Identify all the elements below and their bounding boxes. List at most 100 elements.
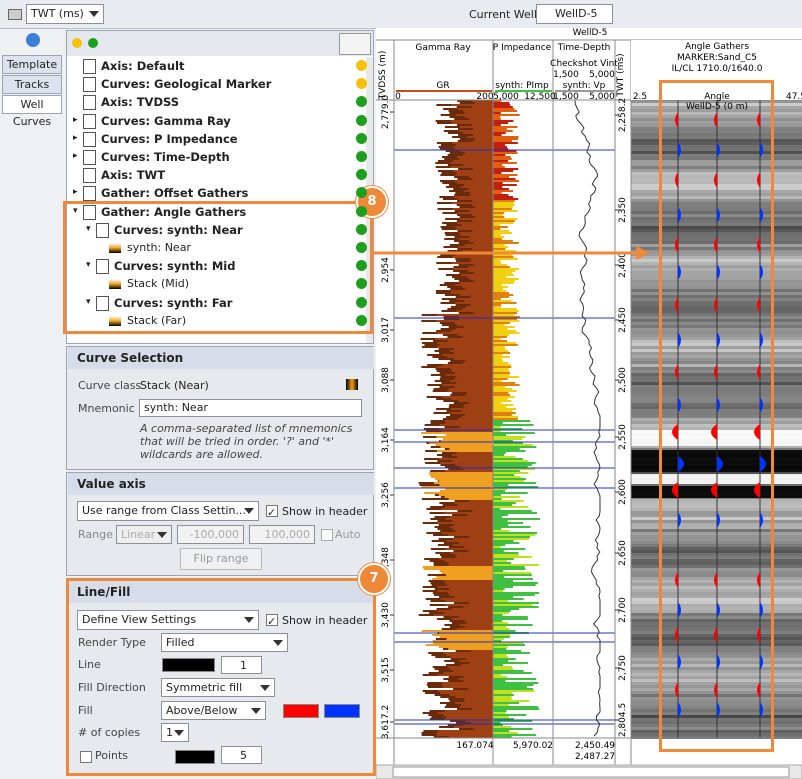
- color-swatch[interactable]: [324, 704, 360, 718]
- select[interactable]: Define View Settings: [77, 610, 259, 630]
- select[interactable]: Above/Below: [161, 701, 266, 720]
- header-text: 5,000: [493, 92, 519, 102]
- expander[interactable]: ▸: [73, 187, 78, 198]
- trace-lobe: [754, 482, 760, 498]
- pimp-fill: [493, 680, 506, 682]
- pimp-fill: [493, 352, 511, 354]
- checkbox-label: Show in header: [282, 614, 368, 627]
- color-swatch[interactable]: [283, 704, 319, 718]
- gr-fill: [464, 404, 493, 406]
- gr-fill: [472, 200, 493, 202]
- gr-fill: [439, 490, 493, 492]
- pimp-fill: [493, 210, 518, 212]
- gr-fill: [443, 580, 493, 582]
- select[interactable]: Filled: [161, 633, 288, 652]
- gr-fill: [441, 532, 493, 534]
- pimp-fill: [493, 608, 520, 610]
- pimp-fill: [493, 404, 514, 406]
- tree-item[interactable]: Axis: TWT: [101, 168, 166, 183]
- gr-fill: [464, 244, 493, 246]
- axis-label: 2,450: [618, 307, 628, 333]
- text-input[interactable]: synth: Near: [139, 399, 362, 417]
- tree-item[interactable]: Curves: Geological Marker: [101, 77, 272, 92]
- gr-fill: [454, 352, 493, 354]
- class-icon[interactable]: [346, 379, 358, 390]
- color-swatch[interactable]: [175, 750, 215, 764]
- gr-fill: [457, 324, 493, 326]
- spinner[interactable]: 1: [221, 656, 262, 674]
- expander[interactable]: ▸: [73, 114, 78, 125]
- select[interactable]: Use range from Class Settin...: [77, 501, 259, 521]
- tree-item[interactable]: Curves: synth: Near: [114, 222, 243, 237]
- header-text: 5,000: [589, 70, 615, 80]
- gr-fill: [445, 582, 493, 584]
- gr-fill: [445, 374, 493, 376]
- domain-select[interactable]: TWT (ms): [26, 4, 104, 24]
- tree-item[interactable]: Gather: Angle Gathers: [101, 204, 247, 219]
- status-dot: [356, 151, 367, 162]
- gr-fill: [458, 678, 493, 680]
- checkbox[interactable]: ✓: [266, 614, 278, 628]
- gr-fill: [446, 540, 493, 542]
- back-button[interactable]: [26, 33, 40, 47]
- gr-fill: [443, 438, 493, 440]
- tree-item[interactable]: Curves: P Impedance: [101, 131, 238, 146]
- pimp-fill: [493, 152, 518, 154]
- gr-fill: [454, 596, 493, 598]
- pimp-fill: [493, 256, 514, 258]
- tab[interactable]: Well Curves: [2, 95, 62, 128]
- expander[interactable]: ▾: [73, 205, 78, 216]
- pimp-fill: [493, 522, 524, 524]
- pimp-fill: [493, 246, 509, 248]
- gr-fill: [438, 480, 493, 482]
- gr-fill: [473, 242, 493, 244]
- gr-fill: [449, 668, 493, 670]
- checkbox[interactable]: ✓: [266, 505, 278, 519]
- gr-fill: [455, 328, 493, 330]
- expander[interactable]: ▾: [86, 223, 91, 234]
- tree-item[interactable]: Curves: synth: Mid: [114, 259, 236, 274]
- tree-item[interactable]: Gather: Offset Gathers: [101, 186, 249, 201]
- expander[interactable]: ▸: [73, 132, 78, 143]
- expander[interactable]: ▾: [86, 260, 91, 271]
- select[interactable]: 1: [161, 723, 189, 742]
- spinner[interactable]: 5: [221, 746, 262, 764]
- tree-item[interactable]: Stack (Far): [127, 313, 187, 327]
- pimp-fill: [493, 242, 519, 244]
- select[interactable]: Symmetric fill: [161, 678, 275, 697]
- icon[interactable]: [8, 9, 22, 20]
- color-swatch[interactable]: [162, 658, 215, 672]
- tree-item[interactable]: Curves: Gamma Ray: [101, 113, 231, 128]
- gr-fill: [437, 610, 493, 612]
- pimp-fill: [493, 368, 509, 370]
- gr-fill: [452, 460, 493, 462]
- axis-label: 3,617.2: [381, 705, 391, 739]
- gr-fill: [447, 356, 493, 358]
- tree-item[interactable]: Curves: Time-Depth: [101, 150, 230, 164]
- tab[interactable]: Tracks: [2, 75, 62, 94]
- pimp-fill: [493, 664, 504, 666]
- tree-item[interactable]: Stack (Mid): [127, 277, 190, 291]
- tree-item[interactable]: synth: Near: [127, 241, 191, 254]
- pimp-fill: [493, 220, 515, 222]
- gr-fill: [443, 652, 493, 654]
- expander[interactable]: ▾: [86, 296, 91, 307]
- trace-lobe: [760, 332, 763, 348]
- trace-lobe: [717, 332, 720, 348]
- expander[interactable]: ▸: [73, 151, 78, 161]
- gr-fill: [444, 604, 493, 606]
- pimp-fill: [493, 162, 517, 164]
- pimp-fill: [493, 136, 519, 138]
- tree-item[interactable]: Curves: synth: Far: [114, 295, 233, 310]
- current-well[interactable]: WellD-5: [536, 4, 613, 24]
- tab[interactable]: Template: [2, 55, 62, 74]
- header-text: IL/CL 1710.0/1640.0: [672, 64, 763, 74]
- tree-item[interactable]: Axis: Default: [101, 59, 185, 73]
- pimp-fill: [493, 438, 523, 440]
- tree-item[interactable]: Axis: TVDSS: [101, 95, 180, 110]
- checkbox[interactable]: [80, 751, 92, 763]
- gr-fill: [473, 264, 493, 266]
- axis-label: 2,500: [618, 367, 628, 393]
- add-button[interactable]: [339, 33, 371, 55]
- gr-fill: [438, 494, 493, 496]
